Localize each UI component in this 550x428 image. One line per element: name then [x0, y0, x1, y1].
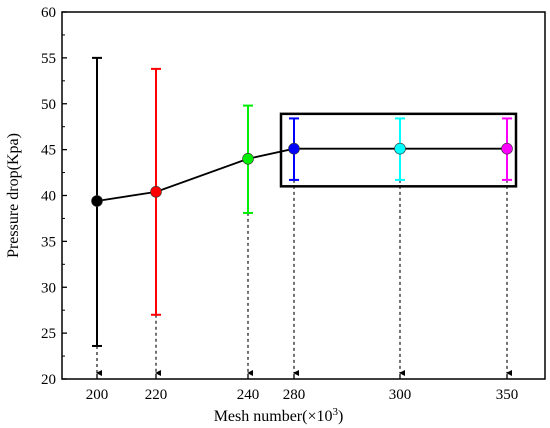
x-tick-label: 350 — [496, 387, 519, 403]
y-tick-label: 55 — [41, 51, 56, 67]
data-point — [394, 142, 406, 155]
series-line-layer — [96, 147, 507, 202]
x-axis-title-main: Mesh number(×10 — [214, 408, 333, 425]
x-tick-label: 280 — [283, 387, 306, 403]
x-tick-label: 200 — [86, 387, 109, 403]
y-tick-label: 25 — [41, 326, 56, 342]
highlight-box-layer — [279, 112, 518, 188]
y-tick-label: 35 — [41, 234, 56, 250]
x-tick-label: 240 — [237, 387, 260, 403]
guide-lines — [96, 179, 512, 376]
y-tick-label: 40 — [41, 189, 56, 205]
x-axis-title-superscript: 3 — [332, 406, 338, 418]
y-tick-label: 45 — [41, 143, 56, 159]
data-point — [150, 186, 162, 198]
x-tick-label: 300 — [389, 387, 412, 403]
y-axis-title: Pressure drop(Kpa) — [5, 133, 22, 258]
y-tick-label: 30 — [41, 280, 56, 296]
y-tick-label: 50 — [41, 97, 56, 113]
data-points — [91, 142, 513, 207]
y-tick-label: 20 — [41, 372, 56, 388]
data-point — [91, 195, 103, 207]
x-axis-title-close: ) — [338, 408, 343, 425]
x-tick-label: 220 — [145, 387, 168, 403]
data-point — [288, 142, 300, 155]
x-axis-title: Mesh number(×103) — [214, 406, 344, 425]
highlight-box — [279, 112, 518, 188]
x-axis: 200 220 240 280 300 350 — [86, 374, 519, 403]
error-bars — [92, 56, 512, 347]
y-tick-label: 60 — [41, 5, 56, 21]
data-point — [501, 142, 513, 155]
y-axis: 20 25 30 35 40 45 50 55 60 — [41, 5, 67, 388]
series-line — [96, 147, 507, 202]
data-point — [242, 153, 254, 165]
